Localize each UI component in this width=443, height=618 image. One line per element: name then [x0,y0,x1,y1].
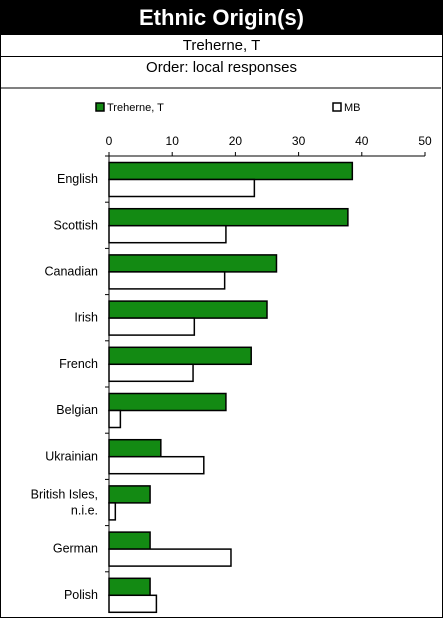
bar-1-8 [108,485,151,504]
category-label-10: Polish [64,588,98,602]
bar-2-10 [108,594,158,614]
bar-2-3 [108,271,226,290]
bar-1-10 [108,577,151,597]
bar-2-5 [108,363,194,383]
category-label-7: Ukrainian [45,449,98,463]
x-tick-label-6: 50 [418,134,432,148]
chart-title: Ethnic Origin(s) [1,1,442,34]
x-tick-label-2: 10 [166,134,180,148]
bar-2-7 [108,455,205,475]
legend-swatch-2 [332,102,342,112]
x-tick-label-1: 0 [106,134,113,148]
x-tick-label-4: 30 [292,134,306,148]
category-labels: English Scottish Canadian Irish French Belgia… [31,172,98,602]
bar-1-4 [108,300,268,319]
bar-1-3 [108,254,278,273]
category-label-4: Irish [74,311,98,325]
x-tick-label-5: 40 [355,134,369,148]
legend: Treherne, T MB [95,102,361,114]
bar-1-2 [108,207,349,227]
bar-2-9 [108,548,232,567]
bar-1-9 [108,531,151,550]
category-label-3: Canadian [44,265,98,279]
category-label-8-line-2: n.i.e. [71,504,98,518]
bars [108,161,354,614]
category-label-9: German [53,542,98,556]
order-label: Order: local responses [1,56,442,79]
bar-2-1 [108,178,256,198]
bar-1-7 [108,438,162,458]
legend-label-2: MB [344,102,361,114]
bar-2-8 [108,502,117,521]
bar-2-4 [108,317,196,336]
legend-swatch-1 [95,102,105,112]
category-label-1: English [57,172,98,186]
bar-1-6 [108,392,227,412]
category-label-8-line-1: British Isles, [31,488,98,502]
legend-label-1: Treherne, T [107,102,164,114]
category-label-2: Scottish [54,218,99,232]
bar-2-2 [108,224,227,244]
category-label-5: French [59,357,98,371]
bar-1-1 [108,161,354,181]
bar-2-6 [108,409,122,429]
location-label: Treherne, T [1,34,442,57]
category-label-6: Belgian [56,403,98,417]
bar-1-5 [108,346,252,366]
x-tick-label-3: 20 [229,134,243,148]
